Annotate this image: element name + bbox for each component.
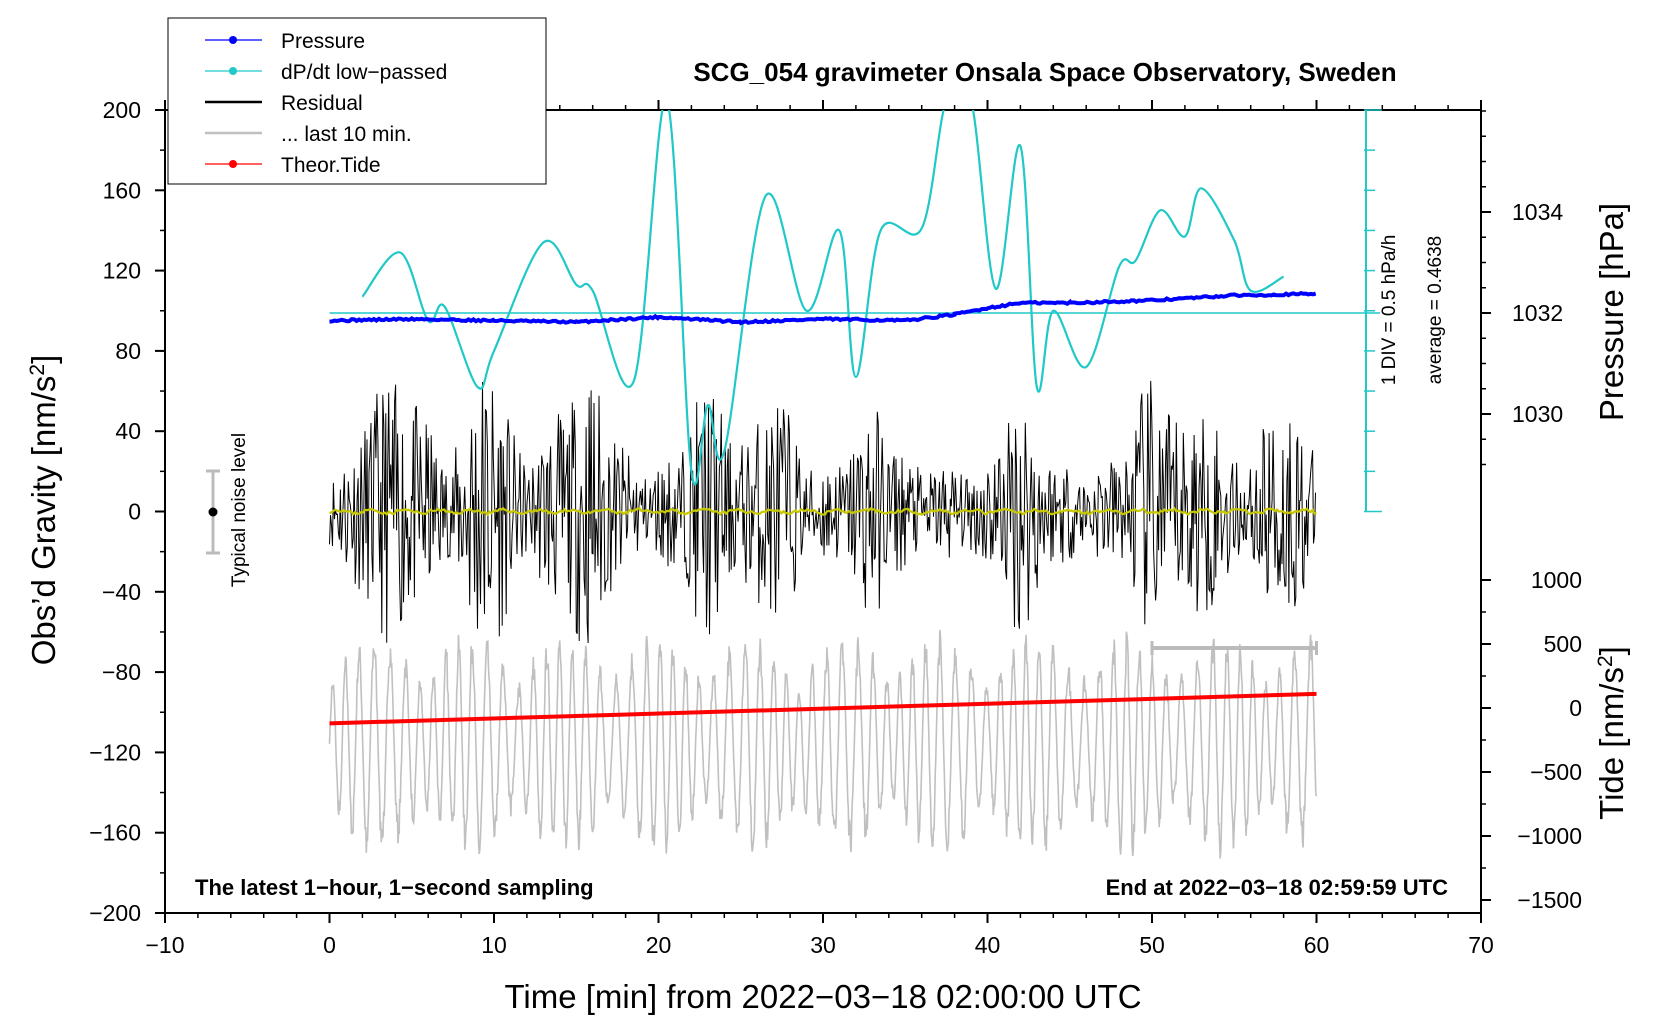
legend-marker [229, 160, 237, 168]
div-label: 1 DIV = 0.5 hPa/h [1379, 235, 1400, 386]
y-tick-label: 160 [103, 177, 141, 203]
dpdt-scale-axis [1364, 109, 1382, 513]
noise-marker [208, 507, 218, 517]
legend: Pressure dP/dt low−passed Residual ... last… [167, 17, 547, 185]
tide-line [329, 691, 1317, 726]
y-axis-title-sup: 2 [26, 364, 49, 376]
x-tick-label: 30 [810, 932, 836, 958]
legend-label: dP/dt low−passed [281, 61, 447, 84]
tide-tick-label: −1000 [1517, 823, 1582, 849]
legend-label: Pressure [281, 30, 365, 53]
x-tick-label: 60 [1304, 932, 1330, 958]
pressure-line [329, 290, 1317, 326]
tide-tick-label: −1500 [1517, 887, 1582, 913]
lowpassed-residual-trace [329, 506, 1317, 517]
average-label: average = 0.4638 [1425, 236, 1446, 384]
x-tick-label: 20 [646, 932, 672, 958]
y-tick-label: 0 [128, 499, 141, 525]
last-10-min-bar [1150, 641, 1318, 656]
sampling-note: The latest 1−hour, 1−second sampling [195, 875, 594, 900]
x-tick-label: 50 [1139, 932, 1165, 958]
y-tick-label: 200 [103, 97, 141, 123]
pressure-tick-label: 1032 [1512, 300, 1563, 326]
x-tick-label: −10 [145, 932, 184, 958]
pressure-tick-label: 1034 [1512, 199, 1563, 225]
legend-label: ... last 10 min. [281, 123, 412, 146]
y-tick-label: −200 [89, 900, 141, 926]
x-tick-label: 40 [975, 932, 1001, 958]
tide-tick-label: 0 [1569, 695, 1582, 721]
tide-residual-trace [328, 629, 1318, 859]
noise-label: Typical noise level [229, 433, 250, 587]
y-tick-label: −80 [102, 659, 141, 685]
y-tick-label: −160 [89, 820, 141, 846]
y-tick-label: 40 [115, 418, 141, 444]
y-axis-tide: 1000 500 0 −500 −1000 −1500 [1481, 567, 1582, 913]
lowpassed-residual-line [329, 506, 1317, 517]
theoretical-tide-trace [329, 691, 1317, 726]
tide-tick-label: 1000 [1531, 567, 1582, 593]
pressure-axis-title: Pressure [hPa] [1593, 203, 1630, 421]
pressure-trace [329, 290, 1317, 326]
tide-axis-title-sup: 2 [1594, 655, 1617, 667]
x-tick-label: 10 [481, 932, 507, 958]
dpdt-line [361, 110, 1285, 486]
x-tick-label: 70 [1468, 932, 1494, 958]
tide-residual-line [328, 629, 1318, 859]
y-axis-title: Obs’d Gravity [nm/s2] [25, 355, 62, 666]
x-axis: −10 0 10 20 30 40 50 60 70 [145, 100, 1494, 958]
y-tick-label: −40 [102, 579, 141, 605]
legend-label: Theor.Tide [281, 154, 381, 177]
legend-marker [229, 67, 237, 75]
x-axis-title: Time [min] from 2022−03−18 02:00:00 UTC [504, 978, 1141, 1015]
legend-marker [229, 36, 237, 44]
y-tick-label: 120 [103, 258, 141, 284]
noise-bar [206, 469, 220, 555]
y-axis-pressure: 1034 1032 1030 [1481, 110, 1563, 466]
end-time-note: End at 2022−03−18 02:59:59 UTC [1106, 875, 1449, 900]
pressure-tick-label: 1030 [1512, 401, 1563, 427]
tide-axis-title: Tide [nm/s2] [1593, 646, 1630, 820]
legend-label: Residual [281, 92, 363, 115]
y-axis-gravity: 200 160 120 80 40 0 −40 −80 −120 −160 −200 [89, 97, 165, 926]
x-tick-label: 0 [323, 932, 336, 958]
chart-title: SCG_054 gravimeter Onsala Space Observat… [693, 57, 1396, 87]
y-tick-label: −120 [89, 739, 141, 765]
y-tick-label: 80 [115, 338, 141, 364]
tide-tick-label: −500 [1530, 759, 1582, 785]
dpdt-trace [329, 110, 1380, 486]
tide-tick-label: 500 [1544, 631, 1582, 657]
